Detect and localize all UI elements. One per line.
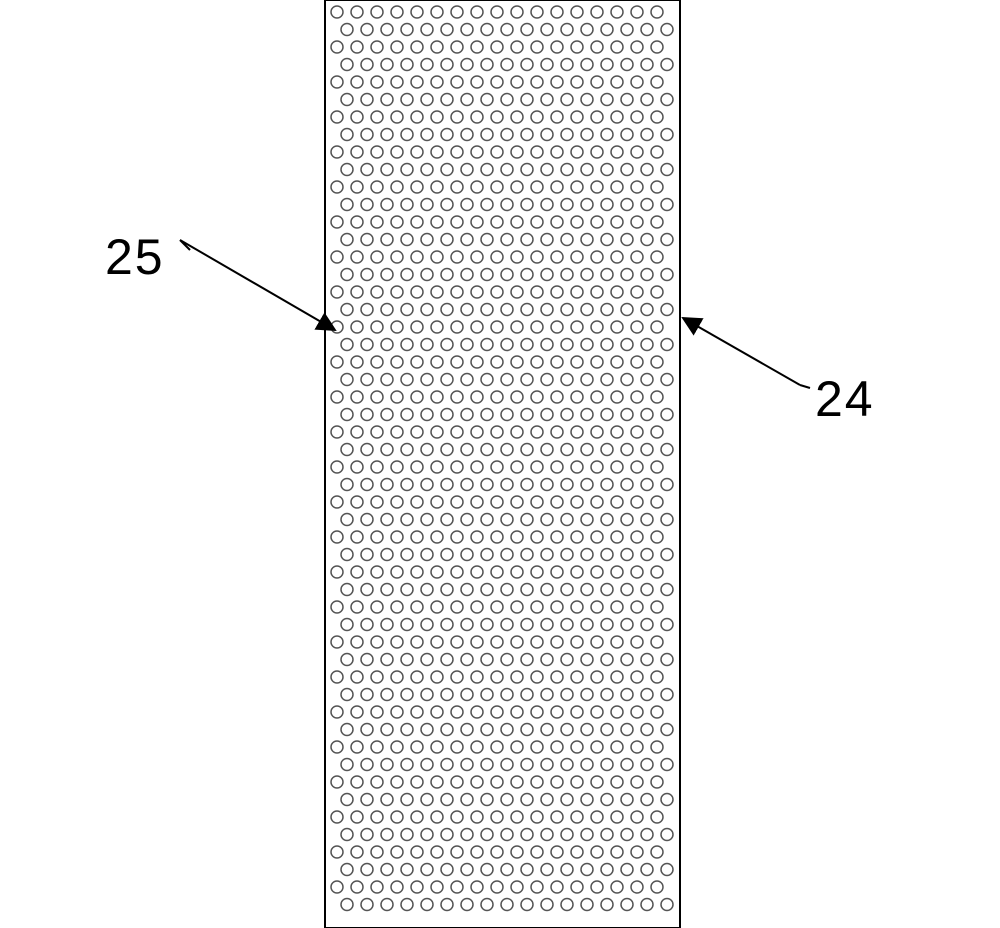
- label-25: 25: [105, 228, 165, 286]
- perforation-pattern: [331, 6, 673, 911]
- perforated-panel: [325, 0, 680, 928]
- leader-lines: [180, 240, 810, 388]
- technical-diagram: 25 24: [0, 0, 1000, 928]
- diagram-svg: [0, 0, 1000, 928]
- label-24: 24: [815, 370, 875, 428]
